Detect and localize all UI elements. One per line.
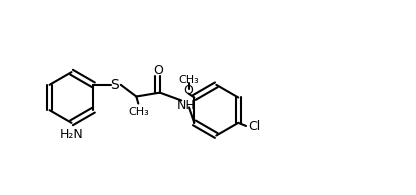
- Text: CH₃: CH₃: [178, 75, 199, 85]
- Text: CH₃: CH₃: [128, 107, 149, 117]
- Text: Cl: Cl: [248, 120, 260, 133]
- Text: O: O: [183, 84, 193, 97]
- Text: O: O: [153, 64, 163, 77]
- Text: H₂N: H₂N: [59, 128, 83, 141]
- Text: NH: NH: [176, 99, 195, 112]
- Text: S: S: [111, 78, 119, 92]
